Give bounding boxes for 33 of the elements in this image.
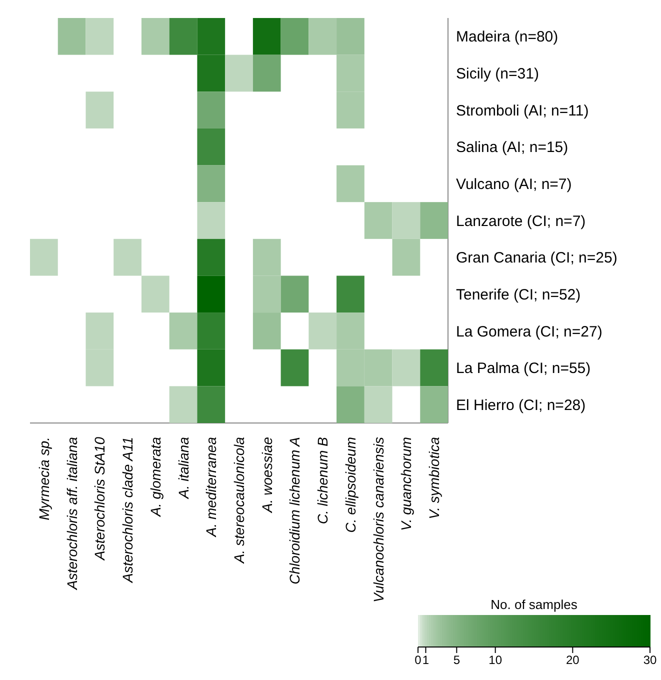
color-bar-label: 10 (488, 653, 502, 667)
y-tick-label: La Gomera (CI; n=27) (456, 323, 602, 340)
x-tick-label: C. lichenum B (314, 437, 331, 524)
y-tick-label: Sicily (n=31) (456, 66, 539, 83)
y-tick-label: Gran Canaria (CI; n=25) (456, 250, 618, 267)
x-tick-label: V. symbiotica (426, 436, 442, 520)
y-tick-label: Madeira (n=80) (456, 28, 558, 46)
y-tick-label: Vulcano (AI; n=7) (456, 176, 572, 194)
x-tick-label: Myrmecia sp. (36, 437, 52, 520)
color-bar-title: No. of samples (490, 597, 578, 612)
x-tick-label: A. mediterranea (203, 436, 220, 538)
y-tick-label: Lanzarote (CI; n=7) (456, 212, 586, 230)
x-tick-label: Chloroidium lichenum A (286, 437, 303, 584)
x-tick-label: Vulcanochloris canariensis (370, 437, 386, 602)
x-tick-label: Asterochloris StA10 (92, 436, 108, 561)
x-tick-label: Asterochloris clade A11 (120, 437, 136, 584)
x-tick-label: A. italiana (175, 436, 192, 500)
color-bar-label: 20 (566, 653, 580, 667)
y-tick-label: El Hierro (CI; n=28) (456, 396, 586, 414)
x-tick-label: A. glomerata (147, 436, 164, 518)
x-tick-label: Asterochloris aff. italiana (64, 436, 80, 591)
color-bar-label: 30 (643, 653, 657, 667)
color-bar-label: 0 (414, 653, 422, 667)
color-bar-label: 1 (422, 653, 430, 667)
x-tick-label: A. stereocaulonicola (231, 436, 247, 564)
y-tick-label: Tenerife (CI; n=52) (456, 286, 581, 304)
y-tick-label: Stromboli (AI; n=11) (456, 102, 589, 120)
color-bar-label: 5 (453, 653, 460, 667)
y-tick-label: La Palma (CI; n=55) (456, 360, 591, 378)
y-tick-label: Salina (AI; n=15) (456, 139, 568, 156)
x-tick-label: A. woessiae (258, 436, 275, 514)
x-tick-label: C. ellipsoideum (342, 436, 358, 533)
x-tick-label: V. guanchorum (398, 436, 414, 531)
